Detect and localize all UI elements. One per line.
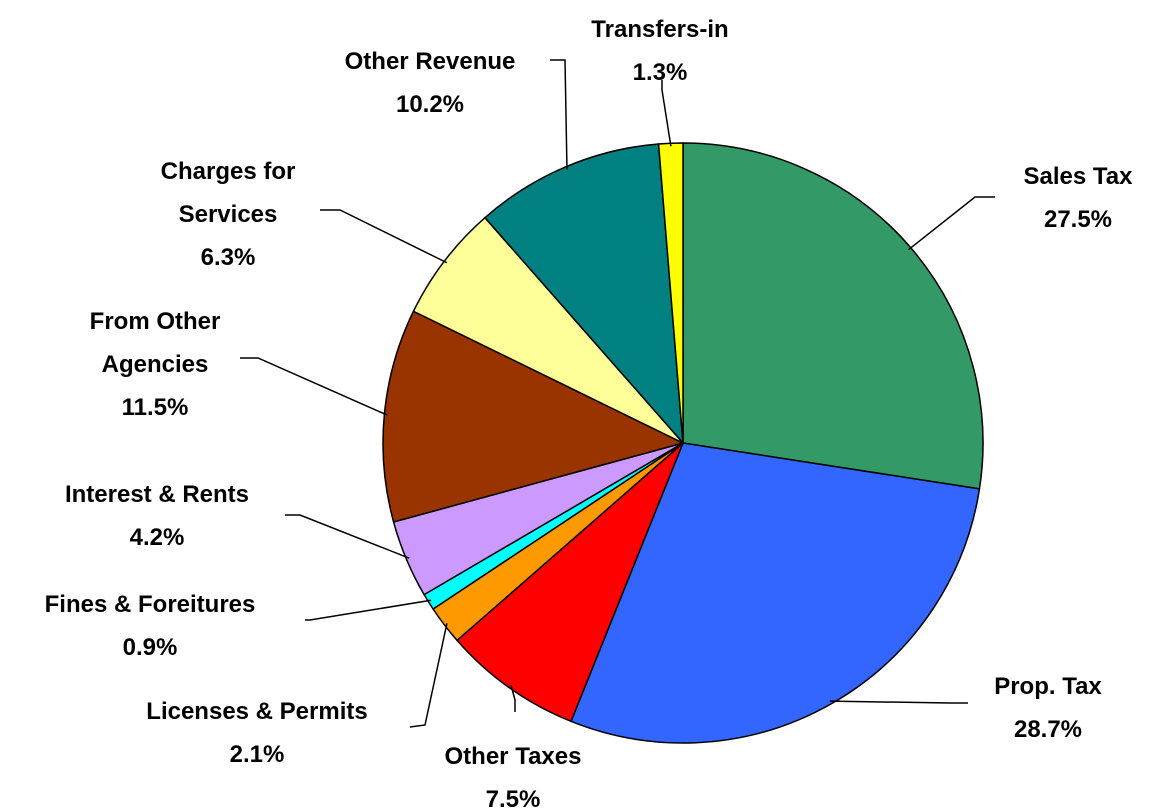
category-label: Charges for Services (160, 158, 296, 228)
leader-line (661, 80, 672, 147)
value-label: 4.2% (129, 524, 185, 551)
value-label: 1.3% (632, 59, 688, 86)
slice-label: From Other Agencies 11.5% (55, 300, 255, 429)
pie-slice (483, 143, 684, 446)
value-label: 7.5% (485, 786, 541, 812)
category-label: Prop. Tax (994, 673, 1102, 700)
category-label: Fines & Foreitures (44, 591, 256, 618)
value-label: 10.2% (395, 91, 465, 118)
slice-label: Transfers-in 1.3% (560, 8, 760, 94)
leader-line (320, 209, 448, 264)
category-label: Other Taxes (444, 743, 582, 770)
pie-slice (456, 442, 684, 723)
slice-label: Sales Tax 27.5% (978, 155, 1158, 241)
pie-slice (570, 442, 981, 744)
category-label: Licenses & Permits (146, 698, 368, 725)
category-label: Sales Tax (1023, 163, 1133, 190)
slice-label: Prop. Tax 28.7% (948, 665, 1148, 751)
category-label: Other Revenue (344, 48, 516, 75)
slice-label: Interest & Rents 4.2% (7, 473, 307, 559)
value-label: 6.3% (200, 244, 256, 271)
slice-label: Other Taxes 7.5% (403, 735, 623, 812)
category-label: Interest & Rents (64, 481, 250, 508)
value-label: 0.9% (122, 634, 178, 661)
leader-line (240, 357, 388, 416)
leader-line (510, 684, 516, 712)
pie-slice (682, 142, 984, 490)
leader-line (305, 599, 432, 621)
leader-line (829, 700, 968, 704)
slice-label: Other Revenue 10.2% (310, 40, 550, 126)
slice-label: Licenses & Permits 2.1% (97, 690, 417, 776)
leader-line (908, 196, 995, 251)
slice-label: Charges for Services 6.3% (128, 150, 328, 279)
value-label: 11.5% (121, 394, 189, 421)
value-label: 2.1% (229, 741, 285, 768)
category-label: From Other Agencies (89, 308, 221, 378)
value-label: 28.7% (1013, 716, 1083, 743)
category-label: Transfers-in (591, 16, 729, 43)
leader-line (285, 514, 410, 559)
value-label: 27.5% (1043, 206, 1113, 233)
pie-slice (382, 310, 686, 523)
slice-label: Fines & Foreitures 0.9% (0, 583, 300, 669)
leader-line (409, 623, 448, 728)
leader-line (550, 59, 568, 170)
